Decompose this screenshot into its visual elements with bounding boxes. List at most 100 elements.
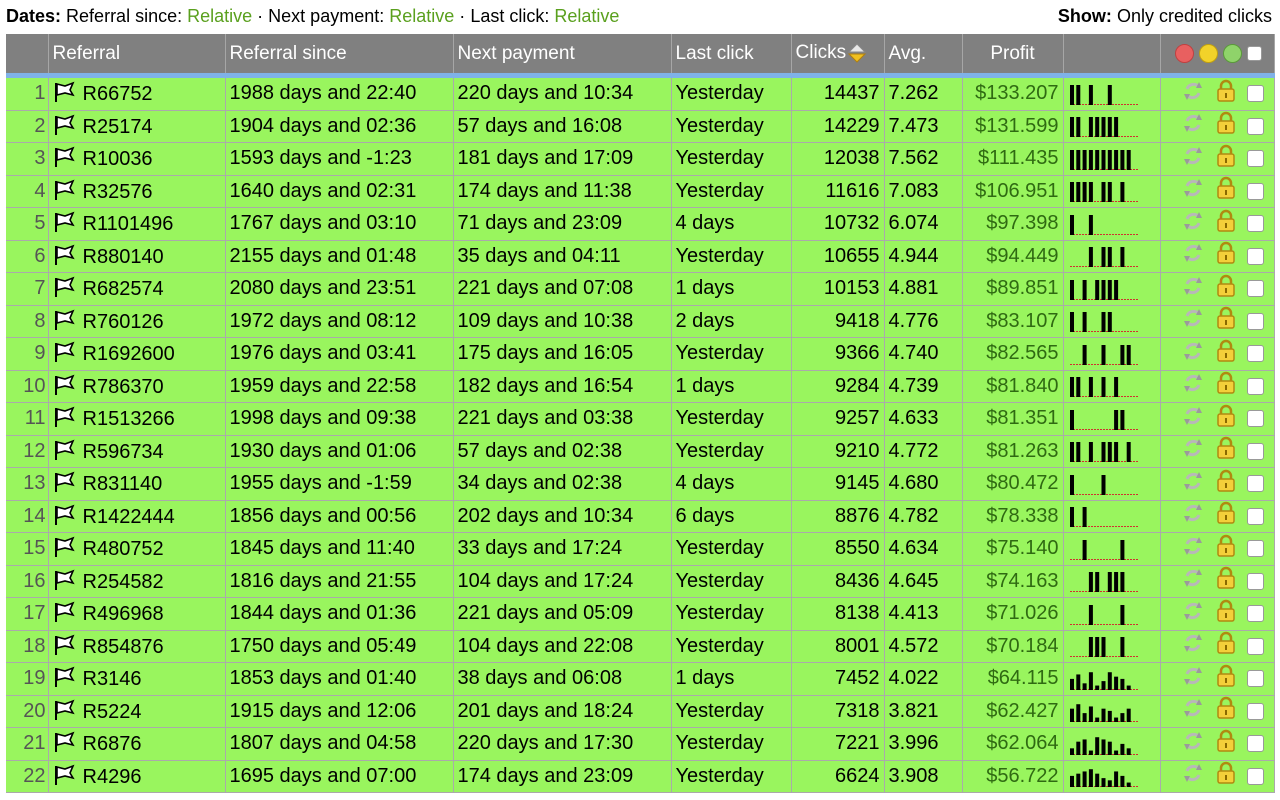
lock-icon[interactable] — [1215, 209, 1237, 239]
flag-icon[interactable] — [53, 114, 77, 136]
flag-icon[interactable] — [53, 634, 77, 656]
lock-icon[interactable] — [1215, 111, 1237, 141]
referral-id[interactable]: R480752 — [82, 538, 164, 561]
table-row[interactable]: 4 R32576 1640 days and 02:31 174 days and 1… — [6, 175, 1275, 208]
lock-icon[interactable] — [1215, 469, 1237, 499]
select-all-checkbox[interactable] — [1246, 46, 1262, 61]
lock-icon[interactable] — [1215, 339, 1237, 369]
table-row[interactable]: 1 R66752 1988 days and 22:40 220 days and 1… — [6, 75, 1275, 111]
recycle-icon[interactable] — [1181, 306, 1205, 336]
referral-id[interactable]: R1101496 — [82, 213, 174, 236]
row-checkbox[interactable] — [1246, 507, 1264, 525]
flag-icon[interactable] — [53, 504, 77, 526]
referral-id[interactable]: R1422444 — [82, 505, 175, 528]
lock-icon[interactable] — [1215, 404, 1237, 434]
lock-icon[interactable] — [1215, 729, 1237, 759]
flag-icon[interactable] — [53, 569, 77, 591]
referral-id[interactable]: R596734 — [82, 440, 164, 463]
yellow-dot-icon[interactable] — [1198, 44, 1218, 63]
flag-icon[interactable] — [53, 406, 77, 428]
referral-id[interactable]: R6876 — [82, 733, 142, 756]
flag-icon[interactable] — [53, 666, 77, 688]
flag-icon[interactable] — [53, 211, 77, 233]
lock-icon[interactable] — [1215, 566, 1237, 596]
table-row[interactable]: 8 R760126 1972 days and 08:12 109 days and … — [6, 305, 1275, 338]
flag-icon[interactable] — [53, 81, 77, 103]
referral-cell[interactable]: R880140 — [48, 240, 226, 273]
recycle-icon[interactable] — [1181, 176, 1205, 206]
table-row[interactable]: 5 R1101496 1767 days and 03:10 71 days and … — [6, 207, 1275, 241]
table-row[interactable]: 12 R596734 1930 days and 01:06 57 days and … — [6, 435, 1275, 468]
table-row[interactable]: 15 R480752 1845 days and 11:40 33 days and … — [6, 532, 1275, 566]
table-row[interactable]: 13 R831140 1955 days and -1:59 34 days and … — [6, 467, 1275, 501]
table-row[interactable]: 6 R880140 2155 days and 01:48 35 days and 0… — [6, 240, 1275, 273]
next-payment-format-link[interactable]: Relative — [389, 6, 455, 26]
referral-id[interactable]: R3146 — [82, 668, 142, 691]
table-row[interactable]: 16 R254582 1816 days and 21:55 104 days and… — [6, 565, 1275, 598]
click-history-graph[interactable] — [1068, 342, 1140, 366]
click-history-graph[interactable] — [1068, 407, 1140, 431]
referral-id[interactable]: R831140 — [82, 473, 163, 496]
click-history-graph[interactable] — [1068, 504, 1140, 528]
sort-arrows-icon[interactable] — [848, 42, 867, 64]
referral-id[interactable]: R682574 — [82, 278, 164, 301]
click-history-graph[interactable] — [1068, 147, 1140, 171]
lock-icon[interactable] — [1215, 144, 1237, 174]
row-checkbox[interactable] — [1246, 215, 1264, 233]
row-checkbox[interactable] — [1246, 345, 1264, 363]
table-row[interactable]: 2 R25174 1904 days and 02:36 57 days and 16… — [6, 110, 1275, 143]
recycle-icon[interactable] — [1181, 241, 1205, 271]
lock-icon[interactable] — [1215, 176, 1237, 206]
lock-icon[interactable] — [1215, 274, 1237, 304]
referral-cell[interactable]: R760126 — [48, 305, 226, 338]
referral-id[interactable]: R880140 — [82, 245, 164, 268]
row-checkbox[interactable] — [1246, 702, 1264, 720]
table-row[interactable]: 17 R496968 1844 days and 01:36 221 days and… — [6, 597, 1275, 631]
referral-cell[interactable]: R10036 — [48, 142, 226, 176]
click-history-graph[interactable] — [1068, 634, 1140, 658]
recycle-icon[interactable] — [1181, 664, 1205, 694]
recycle-icon[interactable] — [1181, 729, 1205, 759]
table-row[interactable]: 7 R682574 2080 days and 23:51 221 days and … — [6, 272, 1275, 306]
lock-icon[interactable] — [1215, 306, 1237, 336]
recycle-icon[interactable] — [1181, 274, 1205, 304]
recycle-icon[interactable] — [1181, 436, 1205, 466]
row-checkbox[interactable] — [1246, 442, 1264, 460]
referral-id[interactable]: R10036 — [82, 148, 153, 171]
referral-cell[interactable]: R4296 — [48, 760, 226, 793]
row-checkbox[interactable] — [1246, 182, 1264, 200]
show-value[interactable]: Only credited clicks — [1116, 6, 1272, 26]
referral-id[interactable]: R854876 — [82, 635, 164, 658]
table-row[interactable]: 20 R5224 1915 days and 12:06 201 days and 1… — [6, 695, 1275, 728]
table-row[interactable]: 22 R4296 1695 days and 07:00 174 days and 2… — [6, 760, 1275, 793]
lock-icon[interactable] — [1215, 534, 1237, 564]
lock-icon[interactable] — [1215, 761, 1237, 791]
click-history-graph[interactable] — [1068, 82, 1140, 106]
referral-cell[interactable]: R480752 — [48, 532, 226, 566]
recycle-icon[interactable] — [1181, 339, 1205, 369]
flag-icon[interactable] — [53, 536, 77, 558]
header-referral[interactable]: Referral — [48, 34, 226, 78]
click-history-graph[interactable] — [1068, 114, 1140, 138]
referral-cell[interactable]: R496968 — [48, 597, 226, 631]
table-row[interactable]: 21 R6876 1807 days and 04:58 220 days and 1… — [6, 727, 1275, 761]
row-checkbox[interactable] — [1246, 605, 1264, 623]
green-dot-icon[interactable] — [1222, 44, 1242, 63]
row-checkbox[interactable] — [1246, 312, 1264, 330]
referral-id[interactable]: R254582 — [82, 570, 164, 593]
referral-cell[interactable]: R786370 — [48, 370, 226, 403]
row-checkbox[interactable] — [1246, 150, 1264, 168]
row-checkbox[interactable] — [1246, 767, 1264, 785]
click-history-graph[interactable] — [1068, 764, 1140, 788]
referral-id[interactable]: R5224 — [82, 700, 142, 723]
table-row[interactable]: 3 R10036 1593 days and -1:23 181 days and 1… — [6, 142, 1275, 176]
lock-icon[interactable] — [1215, 436, 1237, 466]
table-row[interactable]: 18 R854876 1750 days and 05:49 104 days and… — [6, 630, 1275, 663]
referral-id[interactable]: R786370 — [82, 375, 164, 398]
flag-icon[interactable] — [53, 276, 77, 298]
flag-icon[interactable] — [53, 146, 77, 168]
row-checkbox[interactable] — [1246, 540, 1264, 558]
lock-icon[interactable] — [1215, 371, 1237, 401]
referral-cell[interactable]: R831140 — [48, 467, 226, 501]
table-row[interactable]: 14 R1422444 1856 days and 00:56 202 days an… — [6, 500, 1275, 533]
